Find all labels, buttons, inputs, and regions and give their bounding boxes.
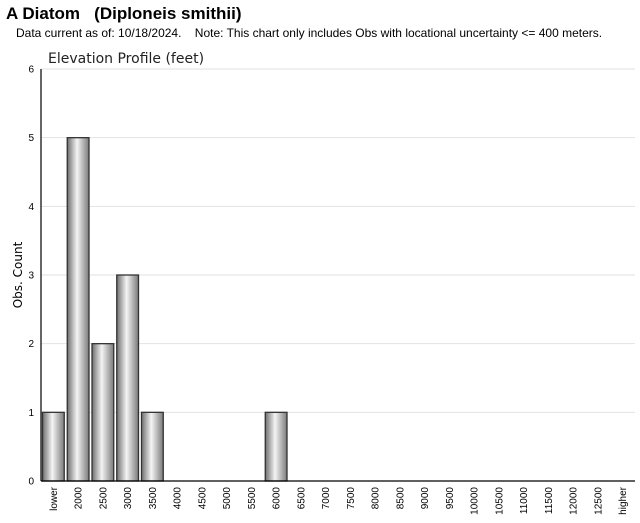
x-tick-label: 9500 bbox=[445, 487, 456, 510]
y-tick-label: 4 bbox=[28, 202, 34, 213]
y-tick-label: 2 bbox=[28, 339, 34, 350]
y-tick-label: 0 bbox=[28, 477, 34, 488]
bar-2500 bbox=[91, 343, 115, 482]
x-tick-label: 11500 bbox=[544, 487, 555, 515]
y-tick-label: 1 bbox=[28, 408, 34, 419]
x-tick-label: 3500 bbox=[148, 487, 159, 510]
x-tick-label: higher bbox=[618, 486, 629, 514]
x-tick-label: 8500 bbox=[395, 487, 406, 510]
x-tick-label: 7000 bbox=[321, 487, 332, 510]
x-tick-label: 2500 bbox=[98, 487, 109, 510]
x-tick-label: 10000 bbox=[470, 487, 481, 515]
x-tick-label: 6000 bbox=[272, 487, 283, 510]
x-tick-label: 10500 bbox=[494, 487, 505, 515]
x-tick-label: lower bbox=[49, 486, 60, 511]
page-title: A Diatom (Diploneis smithii) bbox=[6, 4, 242, 23]
bar-6000 bbox=[264, 411, 288, 482]
y-axis-label: Obs. Count bbox=[11, 241, 25, 308]
x-tick-label: 11000 bbox=[519, 487, 530, 515]
x-tick-label: 5500 bbox=[247, 487, 258, 510]
y-tick-label: 6 bbox=[28, 65, 34, 76]
x-tick-label: 9000 bbox=[420, 487, 431, 510]
y-tick-label: 5 bbox=[28, 133, 34, 144]
x-tick-label: 3000 bbox=[123, 487, 134, 510]
x-tick-label: 6500 bbox=[296, 487, 307, 510]
x-tick-label: 5000 bbox=[222, 487, 233, 510]
bar-2000 bbox=[66, 137, 90, 482]
data-note: Data current as of: 10/18/2024. Note: Th… bbox=[16, 26, 603, 40]
y-tick-label: 3 bbox=[28, 271, 34, 282]
x-tick-label: 4500 bbox=[197, 487, 208, 510]
x-tick-label: 2000 bbox=[74, 487, 85, 510]
x-tick-label: 12500 bbox=[593, 487, 604, 515]
bar-3000 bbox=[116, 274, 140, 482]
x-tick-label: 4000 bbox=[173, 487, 184, 510]
chart-title: Elevation Profile (feet) bbox=[48, 51, 204, 67]
x-tick-label: 12000 bbox=[569, 487, 580, 515]
bar-3500 bbox=[140, 411, 164, 482]
x-tick-label: 7500 bbox=[346, 487, 357, 510]
bar-lower bbox=[41, 411, 65, 482]
x-tick-label: 8000 bbox=[371, 487, 382, 510]
